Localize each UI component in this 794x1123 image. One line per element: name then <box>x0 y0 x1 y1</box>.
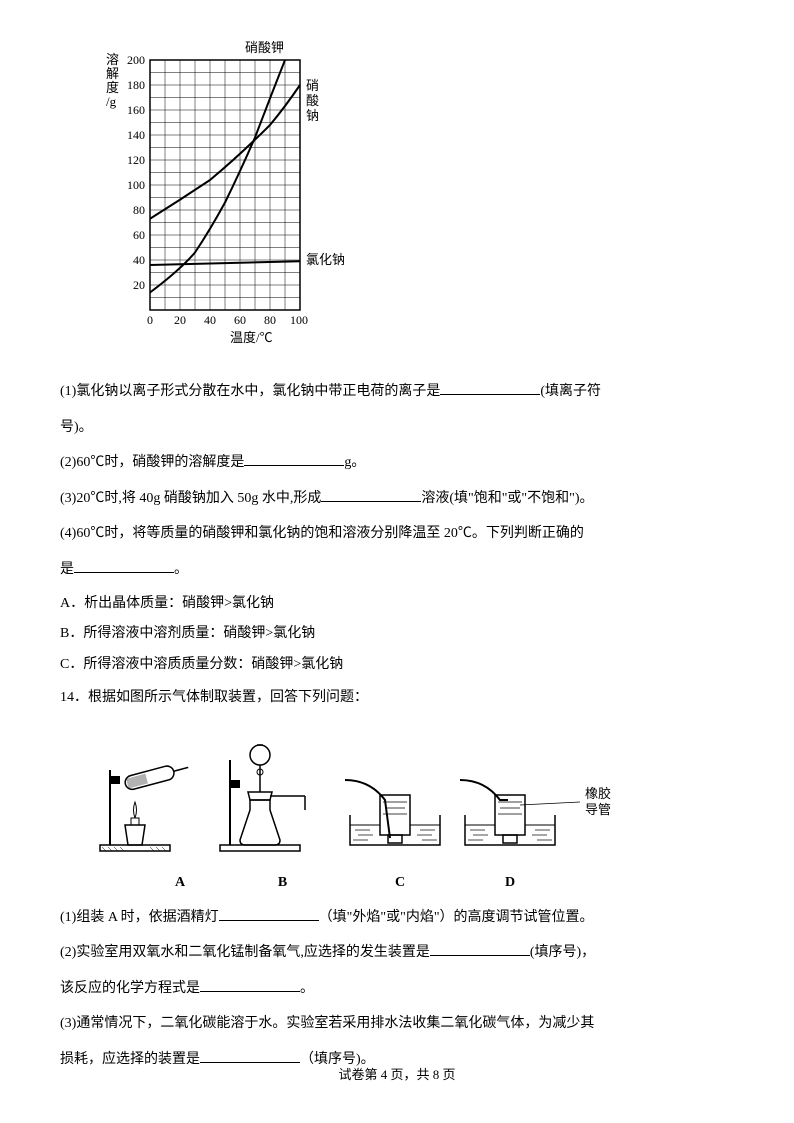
question-4-line2: 是。 <box>60 553 734 587</box>
q3-text-a: (3)20℃时,将 40g 硝酸钠加入 50g 水中,形成 <box>60 491 321 506</box>
question-3: (3)20℃时,将 40g 硝酸钠加入 50g 水中,形成 溶液(填"饱和"或"不… <box>60 482 734 516</box>
device-c <box>345 780 440 845</box>
solubility-chart: 硝酸钾 溶 解 度 /g <box>100 40 734 355</box>
ytick-20: 20 <box>133 278 145 292</box>
ytick-80: 80 <box>133 203 145 217</box>
xtick-20: 20 <box>174 313 186 327</box>
diagram-labels: A B C D <box>120 875 734 891</box>
option-b: B．所得溶液中溶剂质量：硝酸钾>氯化钠 <box>60 619 734 650</box>
ylabel-4: /g <box>106 94 117 109</box>
chart-title: 硝酸钾 <box>245 40 284 55</box>
q2-text-a: (2)60℃时，硝酸钾的溶解度是 <box>60 455 244 470</box>
xtick-40: 40 <box>204 313 216 327</box>
q14-2b-text-a: 该反应的化学方程式是 <box>60 981 200 996</box>
q4-text-a: (4)60℃时，将等质量的硝酸钾和氯化钠的饱和溶液分别降温至 20℃。下列判断正… <box>60 526 584 541</box>
ylabel-1: 溶 <box>106 52 119 67</box>
question-1-line2: 号)。 <box>60 411 734 445</box>
page-footer: 试卷第 4 页，共 8 页 <box>0 1064 794 1083</box>
nano3-label-2: 酸 <box>306 93 319 108</box>
device-a <box>100 760 190 850</box>
label-c: C <box>340 875 460 891</box>
ytick-60: 60 <box>133 228 145 242</box>
ytick-120: 120 <box>127 153 145 167</box>
q14-1-text-a: (1)组装 A 时，依据酒精灯 <box>60 910 219 925</box>
nacl-label: 氯化钠 <box>306 252 345 267</box>
q14-2-text-a: (2)实验室用双氧水和二氧化锰制备氧气,应选择的发生装置是 <box>60 945 430 960</box>
chart-grid <box>150 60 300 310</box>
option-c: C．所得溶液中溶质质量分数：硝酸钾>氯化钠 <box>60 650 734 681</box>
question-14-2b: 该反应的化学方程式是 。 <box>60 972 734 1006</box>
option-a: A．析出晶体质量：硝酸钾>氯化钠 <box>60 589 734 620</box>
apparatus-svg: 橡胶 导管 <box>90 730 650 870</box>
q4b-text-a: 是 <box>60 562 74 577</box>
label-a: A <box>135 875 225 891</box>
q14-2b-blank[interactable] <box>200 976 300 992</box>
q3-text-b: 溶液(填"饱和"或"不饱和")。 <box>421 491 593 506</box>
q4-blank[interactable] <box>74 557 174 573</box>
label-d: D <box>460 875 560 891</box>
ytick-100: 100 <box>127 178 145 192</box>
q3-blank[interactable] <box>321 486 421 502</box>
q14-1-text-b: （填"外焰"或"内焰"）的高度调节试管位置。 <box>319 910 594 925</box>
xtick-100: 100 <box>290 313 308 327</box>
q14-2-text-b: (填序号)， <box>530 945 595 960</box>
ylabel-3: 度 <box>106 80 119 95</box>
ylabel-2: 解 <box>106 66 119 81</box>
q1-blank[interactable] <box>440 379 540 395</box>
question-14-1: (1)组装 A 时，依据酒精灯 （填"外焰"或"内焰"）的高度调节试管位置。 <box>60 901 734 935</box>
apparatus-diagram: 橡胶 导管 A B C D <box>90 730 734 891</box>
q4b-text-b: 。 <box>174 562 188 577</box>
device-d <box>460 780 580 845</box>
question-2: (2)60℃时，硝酸钾的溶解度是 g。 <box>60 446 734 480</box>
ytick-40: 40 <box>133 253 145 267</box>
question-14-3-line1: (3)通常情况下，二氧化碳能溶于水。实验室若采用排水法收集二氧化碳气体，为减少其 <box>60 1007 734 1041</box>
ytick-200: 200 <box>127 53 145 67</box>
q14-1-blank[interactable] <box>219 905 319 921</box>
q14-2b-text-b: 。 <box>300 981 314 996</box>
question-1-line1: (1)氯化钠以离子形式分散在水中，氯化钠中带正电荷的离子是 (填离子符 <box>60 375 734 409</box>
nano3-label-3: 钠 <box>306 108 319 123</box>
q1-text-b: (填离子符 <box>540 384 601 399</box>
q1-text-a: (1)氯化钠以离子形式分散在水中，氯化钠中带正电荷的离子是 <box>60 384 440 399</box>
ytick-160: 160 <box>127 103 145 117</box>
device-b <box>220 745 305 851</box>
xtick-80: 80 <box>264 313 276 327</box>
annotation-1: 橡胶 <box>585 786 611 801</box>
question-14: 14．根据如图所示气体制取装置，回答下列问题： <box>60 681 734 715</box>
q14-3-text-a: (3)通常情况下，二氧化碳能溶于水。实验室若采用排水法收集二氧化碳气体，为减少其 <box>60 1016 594 1031</box>
kno3-curve <box>150 60 285 293</box>
q14-2-blank[interactable] <box>430 940 530 956</box>
label-b: B <box>225 875 340 891</box>
annotation-2: 导管 <box>585 802 611 817</box>
q2-blank[interactable] <box>244 450 344 466</box>
ytick-180: 180 <box>127 78 145 92</box>
ytick-140: 140 <box>127 128 145 142</box>
q1b-text: 号)。 <box>60 420 93 435</box>
xtick-0: 0 <box>147 313 153 327</box>
chart-svg: 硝酸钾 溶 解 度 /g <box>100 40 360 350</box>
q2-text-b: g。 <box>344 455 365 470</box>
nano3-label-1: 硝 <box>306 78 319 93</box>
question-14-2: (2)实验室用双氧水和二氧化锰制备氧气,应选择的发生装置是 (填序号)， <box>60 936 734 970</box>
q14-3b-blank[interactable] <box>200 1047 300 1063</box>
xtick-60: 60 <box>234 313 246 327</box>
question-4-line1: (4)60℃时，将等质量的硝酸钾和氯化钠的饱和溶液分别降温至 20℃。下列判断正… <box>60 517 734 551</box>
xlabel: 温度/℃ <box>230 330 273 345</box>
